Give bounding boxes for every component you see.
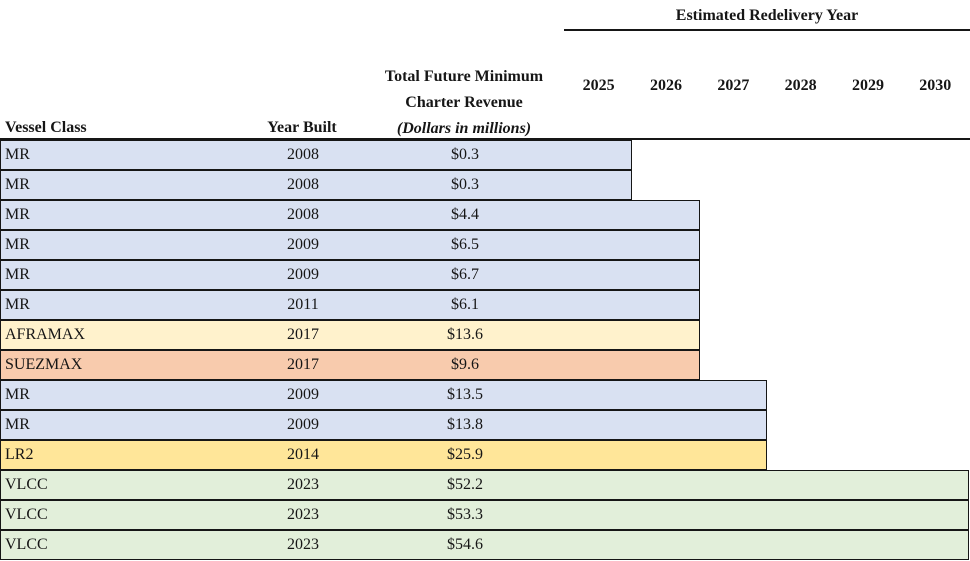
charter-bar-row: LR2 2014 $25.9 <box>0 440 767 470</box>
year-built-cell: 2023 <box>287 536 319 553</box>
year-built-cell: 2017 <box>287 356 319 373</box>
vessel-class-cell: MR <box>5 236 30 253</box>
year-label: 2027 <box>717 77 750 94</box>
vessel-class-cell: AFRAMAX <box>5 326 86 343</box>
charter-bar-row: MR 2009 $13.8 <box>0 410 767 440</box>
revenue-cell: $4.4 <box>451 206 479 223</box>
vessel-class-cell: VLCC <box>5 506 48 523</box>
charter-bar-row: VLCC 2023 $52.2 <box>0 470 969 500</box>
year-built-cell: 2023 <box>287 476 319 493</box>
year-built-cell: 2011 <box>287 296 319 313</box>
revenue-cell: $6.5 <box>451 236 479 253</box>
revenue-cell: $6.7 <box>451 266 479 283</box>
vessel-class-cell: VLCC <box>5 536 48 553</box>
vessel-class-cell: MR <box>5 416 30 433</box>
col-header-revenue-line2: Charter Revenue <box>405 94 523 111</box>
charter-bar-row: MR 2009 $6.7 <box>0 260 700 290</box>
revenue-cell: $0.3 <box>451 146 479 163</box>
col-header-revenue: Total Future Minimum Charter Revenue (Do… <box>358 64 570 142</box>
revenue-cell: $9.6 <box>451 356 479 373</box>
year-built-cell: 2008 <box>287 206 319 223</box>
charter-bar-row: VLCC 2023 $53.3 <box>0 500 969 530</box>
year-built-cell: 2017 <box>287 326 319 343</box>
year-label: 2030 <box>919 77 952 94</box>
vessel-class-cell: MR <box>5 146 30 163</box>
revenue-cell: $53.3 <box>447 506 483 523</box>
group-title-underline <box>564 29 970 31</box>
year-built-cell: 2014 <box>287 446 319 463</box>
charter-bar-row: VLCC 2023 $54.6 <box>0 530 969 560</box>
vessel-class-cell: SUEZMAX <box>5 356 83 373</box>
revenue-cell: $13.5 <box>447 386 483 403</box>
year-label: 2029 <box>851 77 884 94</box>
charter-bar-row: AFRAMAX 2017 $13.6 <box>0 320 700 350</box>
year-built-cell: 2009 <box>287 266 319 283</box>
charter-bar-row: MR 2011 $6.1 <box>0 290 700 320</box>
header-divider <box>0 138 970 140</box>
charter-bar-row: MR 2008 $0.3 <box>0 140 632 170</box>
col-header-revenue-line1: Total Future Minimum <box>384 68 544 85</box>
year-label: 2026 <box>649 77 682 94</box>
charter-bar-row: MR 2008 $4.4 <box>0 200 700 230</box>
year-built-cell: 2008 <box>287 146 319 163</box>
charter-bar-row: MR 2009 $6.5 <box>0 230 700 260</box>
col-header-revenue-line3: (Dollars in millions) <box>396 120 532 137</box>
revenue-cell: $13.8 <box>447 416 483 433</box>
revenue-cell: $0.3 <box>451 176 479 193</box>
year-label: 2025 <box>582 77 615 94</box>
year-built-cell: 2009 <box>287 386 319 403</box>
revenue-cell: $25.9 <box>447 446 483 463</box>
vessel-class-cell: MR <box>5 386 30 403</box>
year-built-cell: 2023 <box>287 506 319 523</box>
year-built-cell: 2009 <box>287 236 319 253</box>
charter-bar-row: MR 2008 $0.3 <box>0 170 632 200</box>
vessel-class-cell: MR <box>5 206 30 223</box>
year-label: 2028 <box>784 77 817 94</box>
vessel-class-cell: LR2 <box>5 446 34 463</box>
revenue-cell: $6.1 <box>451 296 479 313</box>
col-header-year-built: Year Built <box>267 119 337 136</box>
year-axis: 2025 2026 2027 2028 2029 2030 <box>565 77 969 95</box>
charter-bar-row: MR 2009 $13.5 <box>0 380 767 410</box>
vessel-class-cell: MR <box>5 266 30 283</box>
vessel-class-cell: MR <box>5 176 30 193</box>
charter-bar-row: SUEZMAX 2017 $9.6 <box>0 350 700 380</box>
vessel-class-cell: VLCC <box>5 476 48 493</box>
revenue-cell: $13.6 <box>447 326 483 343</box>
year-built-cell: 2009 <box>287 416 319 433</box>
revenue-cell: $54.6 <box>447 536 483 553</box>
revenue-cell: $52.2 <box>447 476 483 493</box>
estimated-redelivery-year-title: Estimated Redelivery Year <box>675 7 859 24</box>
col-header-vessel-class: Vessel Class <box>5 119 87 136</box>
vessel-class-cell: MR <box>5 296 30 313</box>
year-built-cell: 2008 <box>287 176 319 193</box>
